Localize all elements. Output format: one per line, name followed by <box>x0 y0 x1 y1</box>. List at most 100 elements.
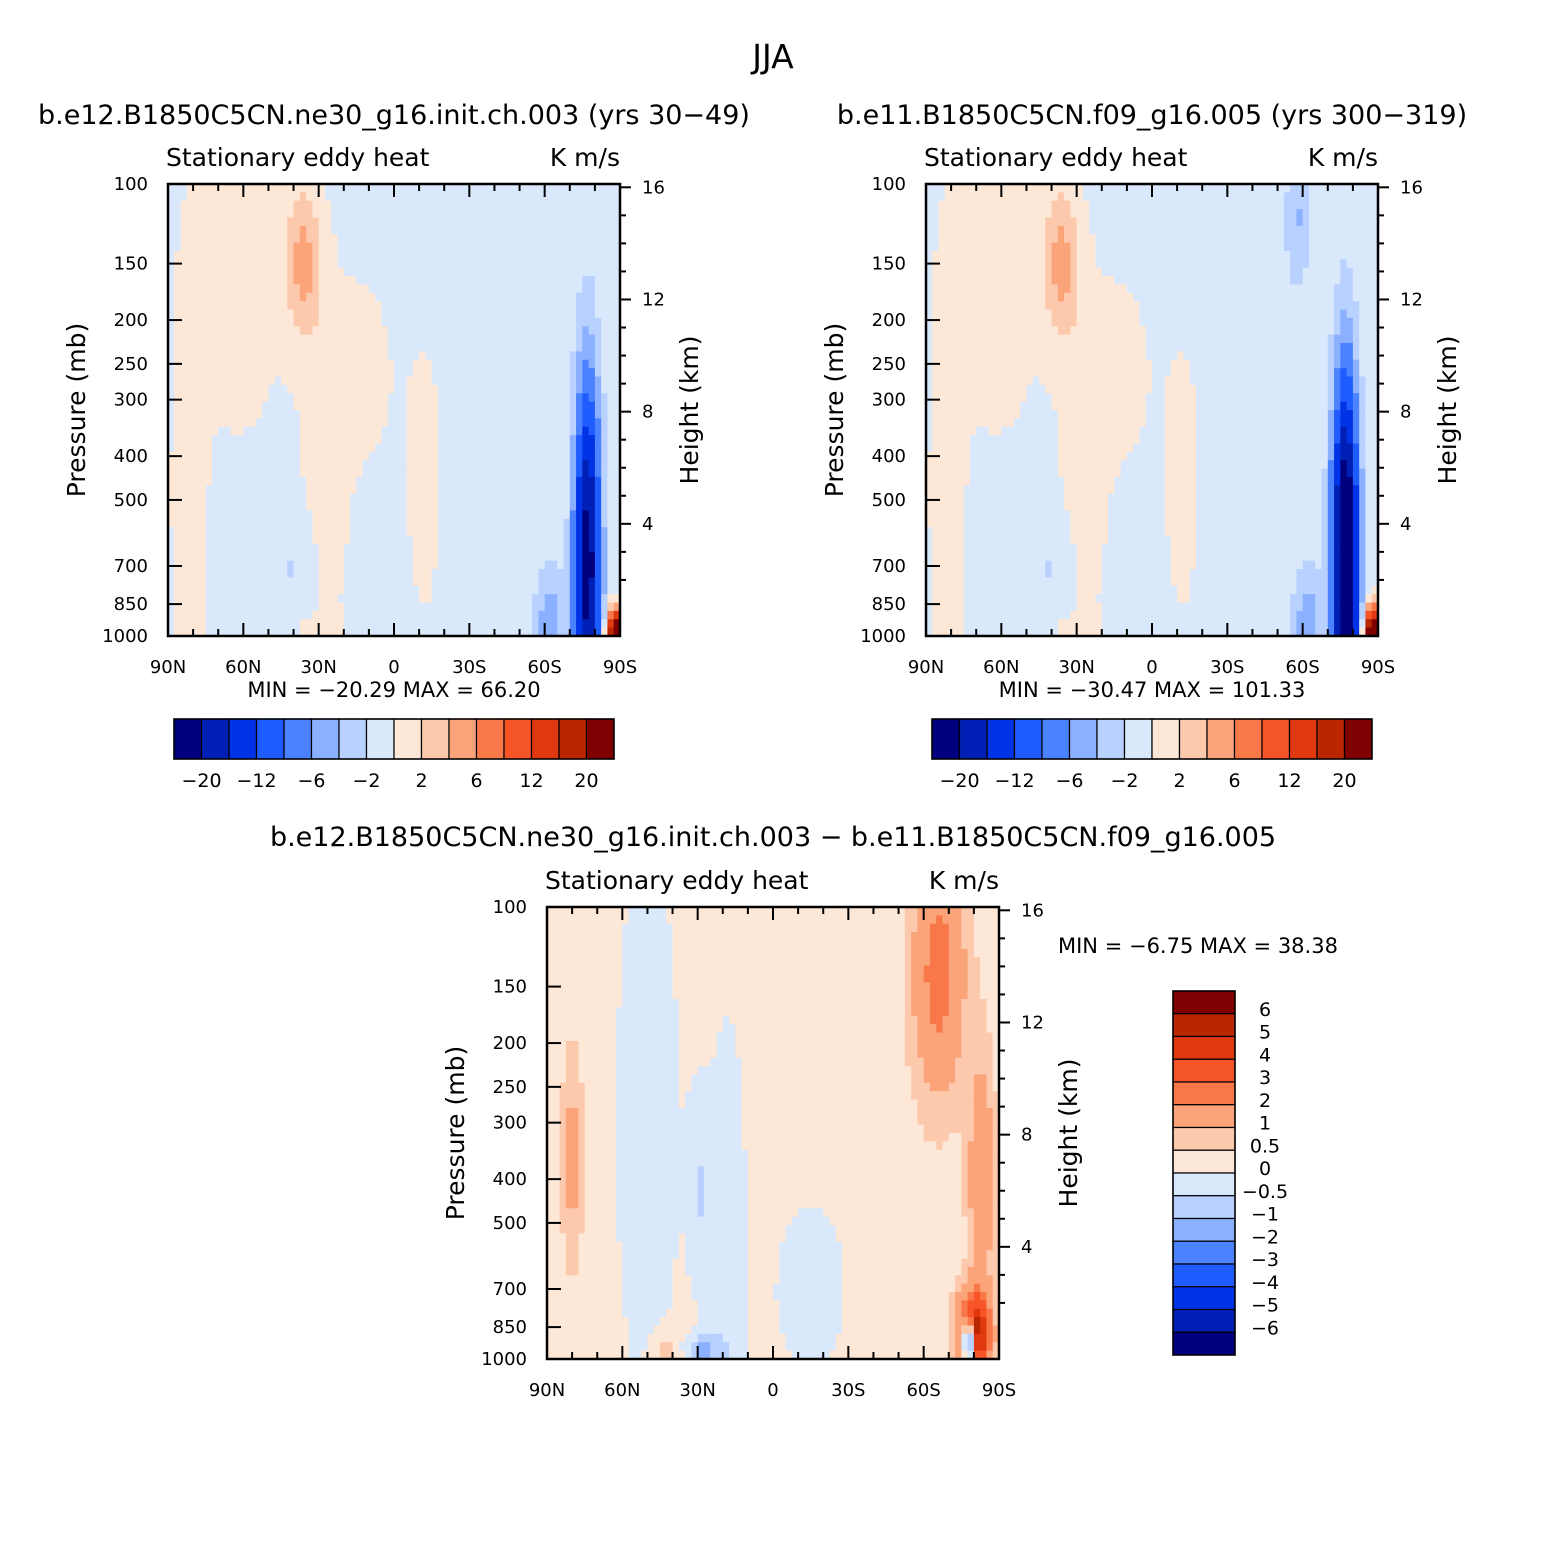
field-cell <box>969 192 977 202</box>
field-cell <box>387 577 395 587</box>
field-cell <box>569 284 577 294</box>
field-cell <box>437 359 445 369</box>
field-cell <box>406 334 414 344</box>
field-cell <box>594 276 602 286</box>
field-cell <box>532 368 539 378</box>
field-cell <box>1246 225 1254 235</box>
colorbar-box <box>530 718 560 760</box>
field-cell <box>205 326 213 336</box>
field-cell <box>1233 242 1241 252</box>
field-cell <box>456 418 464 428</box>
field-cell <box>1164 234 1172 244</box>
field-cell <box>444 535 452 545</box>
field-cell <box>513 284 521 294</box>
field-cell <box>174 267 182 277</box>
field-cell <box>211 451 219 461</box>
field-cell <box>237 384 244 394</box>
field-cell <box>601 326 609 336</box>
field-cell <box>582 317 590 327</box>
field-cell <box>375 192 383 202</box>
field-cell <box>469 493 477 503</box>
field-cell <box>287 585 295 595</box>
field-cell <box>425 292 433 302</box>
field-cell <box>1076 292 1084 302</box>
field-cell <box>544 250 552 260</box>
field-cell <box>299 334 307 344</box>
field-cell <box>268 225 276 235</box>
field-cell <box>1271 267 1279 277</box>
field-cell <box>168 510 175 520</box>
field-cell <box>481 334 489 344</box>
field-cell <box>186 343 194 353</box>
field-cell <box>1139 284 1147 294</box>
field-cell <box>199 527 207 537</box>
field-cell <box>350 301 357 311</box>
field-cell <box>469 518 477 528</box>
field-cell <box>544 594 552 604</box>
field-cell <box>174 502 182 512</box>
field-cell <box>488 543 496 553</box>
field-cell <box>576 585 583 595</box>
field-cell <box>538 284 546 294</box>
field-cell <box>1026 292 1034 302</box>
field-cell <box>350 225 357 235</box>
field-cell <box>569 250 577 260</box>
field-cell <box>1082 192 1090 202</box>
field-cell <box>368 418 376 428</box>
field-cell <box>544 343 552 353</box>
field-cell <box>218 259 226 269</box>
field-cell <box>387 276 395 286</box>
field-cell <box>331 284 339 294</box>
field-cell <box>1032 267 1040 277</box>
field-cell <box>350 485 357 495</box>
field-cell <box>544 242 552 252</box>
field-cell <box>287 250 295 260</box>
field-cell <box>469 627 477 637</box>
field-cell <box>557 384 565 394</box>
field-cell <box>563 359 571 369</box>
field-cell <box>400 585 408 595</box>
field-cell <box>299 552 307 562</box>
field-cell <box>463 234 470 244</box>
field-cell <box>1170 259 1178 269</box>
field-cell <box>356 267 364 277</box>
field-cell <box>557 410 565 419</box>
field-cell <box>475 209 483 219</box>
field-cell <box>594 376 602 386</box>
field-cell <box>174 200 182 210</box>
field-cell <box>362 443 370 453</box>
field-cell <box>387 242 395 252</box>
field-cell <box>249 351 257 361</box>
field-cell <box>243 602 251 612</box>
field-cell <box>350 401 357 411</box>
field-cell <box>281 284 288 294</box>
field-cell <box>1214 276 1222 286</box>
field-cell <box>211 184 219 193</box>
field-cell <box>982 192 990 202</box>
field-cell <box>525 225 533 235</box>
field-cell <box>500 627 508 637</box>
field-cell <box>456 560 464 570</box>
field-cell <box>494 200 502 210</box>
field-cell <box>1283 259 1291 269</box>
field-cell <box>926 225 933 235</box>
field-cell <box>538 276 546 286</box>
field-cell <box>375 535 383 545</box>
field-cell <box>400 510 408 520</box>
field-cell <box>1352 200 1360 210</box>
field-cell <box>469 485 477 495</box>
field-cell <box>400 543 408 553</box>
field-cell <box>557 393 565 403</box>
field-cell <box>488 426 496 436</box>
field-cell <box>519 602 527 612</box>
field-cell <box>224 560 232 570</box>
field-cell <box>1101 292 1109 302</box>
field-cell <box>255 276 263 286</box>
field-cell <box>230 284 238 294</box>
field-cell <box>180 359 188 369</box>
field-cell <box>224 619 232 629</box>
field-cell <box>1371 250 1379 260</box>
field-cell <box>594 401 602 411</box>
field-cell <box>525 460 533 470</box>
field-cell <box>299 476 307 486</box>
